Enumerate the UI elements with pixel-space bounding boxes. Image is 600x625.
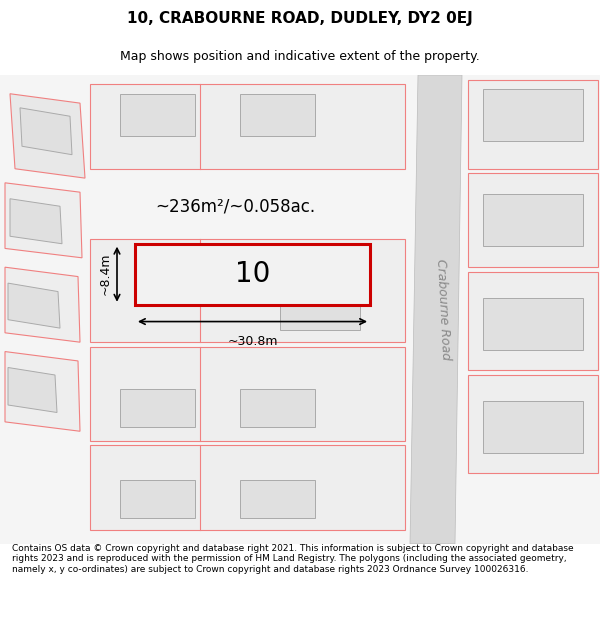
Bar bbox=[483, 194, 583, 246]
Bar bbox=[120, 480, 195, 518]
Bar bbox=[120, 94, 195, 136]
Bar bbox=[240, 94, 315, 136]
Bar bbox=[483, 298, 583, 350]
Bar bbox=[90, 239, 405, 342]
Polygon shape bbox=[20, 107, 72, 154]
Bar bbox=[483, 401, 583, 452]
Text: ~8.4m: ~8.4m bbox=[99, 253, 112, 296]
Text: ~30.8m: ~30.8m bbox=[227, 335, 278, 348]
Bar bbox=[90, 347, 405, 441]
Bar bbox=[240, 480, 315, 518]
Text: Contains OS data © Crown copyright and database right 2021. This information is : Contains OS data © Crown copyright and d… bbox=[12, 544, 574, 574]
Bar bbox=[468, 272, 598, 370]
Bar bbox=[468, 79, 598, 169]
Polygon shape bbox=[10, 199, 62, 244]
Bar bbox=[120, 389, 195, 426]
Text: ~236m²/~0.058ac.: ~236m²/~0.058ac. bbox=[155, 198, 315, 215]
Bar bbox=[280, 292, 360, 330]
Polygon shape bbox=[5, 268, 80, 342]
Bar bbox=[468, 375, 598, 474]
Bar bbox=[135, 244, 370, 304]
Polygon shape bbox=[5, 351, 80, 431]
Text: Map shows position and indicative extent of the property.: Map shows position and indicative extent… bbox=[120, 50, 480, 62]
Text: 10, CRABOURNE ROAD, DUDLEY, DY2 0EJ: 10, CRABOURNE ROAD, DUDLEY, DY2 0EJ bbox=[127, 11, 473, 26]
Bar bbox=[468, 173, 598, 268]
Bar bbox=[90, 445, 405, 530]
Polygon shape bbox=[10, 94, 85, 178]
Polygon shape bbox=[410, 75, 462, 544]
Text: Crabourne Road: Crabourne Road bbox=[434, 258, 452, 361]
Bar bbox=[90, 84, 405, 169]
Polygon shape bbox=[5, 182, 82, 258]
Polygon shape bbox=[8, 368, 57, 413]
Text: 10: 10 bbox=[235, 260, 270, 288]
Bar bbox=[240, 389, 315, 426]
Polygon shape bbox=[8, 283, 60, 328]
Bar bbox=[483, 89, 583, 141]
